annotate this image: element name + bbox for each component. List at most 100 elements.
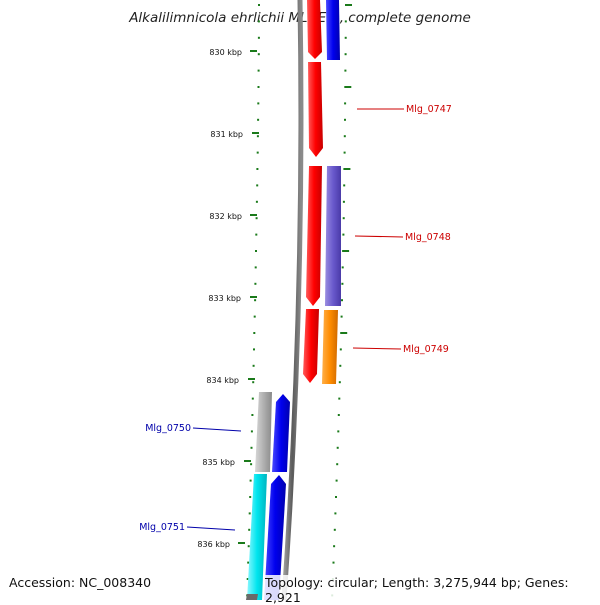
- gene-arrow: [322, 310, 338, 384]
- minor-tick: [251, 414, 254, 416]
- minor-tick: [336, 463, 339, 466]
- gene-features: [246, 0, 341, 600]
- minor-tick: [343, 151, 346, 154]
- minor-tick: [344, 53, 347, 56]
- minor-tick: [252, 364, 255, 367]
- kbp-tick-836: 836 kbp: [197, 540, 245, 549]
- minor-tick: [257, 69, 260, 72]
- minor-tick: [246, 578, 249, 580]
- gene-arrow-mlg-0749: [303, 309, 319, 383]
- minor-tick: [337, 414, 340, 416]
- gene-label[interactable]: Mlg_0751: [139, 522, 185, 533]
- minor-tick: [254, 266, 257, 269]
- gene-arrow: [325, 166, 341, 306]
- minor-tick: [339, 364, 342, 367]
- minor-tick: [335, 479, 338, 482]
- minor-tick: [255, 250, 257, 252]
- minor-tick: [254, 282, 257, 285]
- minor-tick: [256, 168, 259, 170]
- minor-tick: [250, 430, 253, 433]
- minor-tick: [338, 381, 341, 384]
- kbp-ticks: 830 kbp 831 kbp 832 kbp 833 kbp 834 kbp …: [197, 48, 259, 549]
- minor-tick: [249, 479, 252, 482]
- kbp-label: 834 kbp: [206, 376, 239, 385]
- gene-arrow-mlg-0748: [306, 166, 322, 306]
- minor-tick: [334, 512, 337, 515]
- minor-tick: [344, 86, 352, 88]
- kbp-label: 835 kbp: [202, 458, 235, 467]
- minor-tick: [345, 4, 352, 6]
- minor-tick: [250, 463, 253, 466]
- minor-tick: [333, 545, 336, 548]
- minor-tick: [343, 168, 351, 170]
- minor-tick: [344, 36, 347, 39]
- minor-tick: [333, 528, 336, 531]
- gene-arrow: [264, 475, 286, 600]
- gene-arrow: [246, 594, 258, 600]
- kbp-tick-831: 831 kbp: [210, 130, 259, 139]
- minor-tick: [253, 315, 256, 318]
- kbp-label: 832 kbp: [209, 212, 242, 221]
- minor-tick: [248, 528, 251, 531]
- minor-tick: [336, 446, 339, 449]
- minor-tick: [257, 36, 260, 39]
- minor-tick: [343, 135, 346, 138]
- gene-arrow: [326, 0, 340, 60]
- minor-tick: [247, 545, 250, 548]
- gene-arrow-mlg-0747: [308, 62, 323, 157]
- minor-tick: [257, 86, 260, 88]
- minor-tick: [256, 151, 259, 154]
- gene-label[interactable]: Mlg_0747: [406, 104, 452, 115]
- minor-tick: [342, 217, 345, 220]
- minor-tick: [341, 299, 343, 302]
- minor-tick: [340, 315, 343, 318]
- kbp-tick-835: 835 kbp: [202, 458, 251, 467]
- minor-tick: [340, 332, 348, 334]
- minor-tick: [337, 430, 340, 433]
- minor-tick: [335, 496, 337, 498]
- minor-tick: [252, 381, 255, 384]
- kbp-tick-832: 832 kbp: [209, 212, 257, 221]
- minor-tick: [257, 20, 260, 23]
- minor-tick: [253, 332, 256, 334]
- kbp-label: 831 kbp: [210, 130, 243, 139]
- minor-tick: [248, 512, 251, 515]
- minor-tick: [344, 102, 347, 105]
- minor-tick: [344, 118, 346, 121]
- minor-tick: [247, 561, 250, 564]
- gene-label[interactable]: Mlg_0749: [403, 344, 449, 355]
- minor-tick: [342, 200, 345, 203]
- gene-arrow-mlg-0751: [247, 474, 267, 600]
- gene-labels: Mlg_0747 Mlg_0748 Mlg_0749 Mlg_0750 Mlg_…: [139, 104, 452, 533]
- minor-tick: [338, 397, 341, 400]
- gene-arrow: [307, 0, 322, 59]
- minor-tick: [256, 184, 259, 187]
- minor-tick: [339, 348, 342, 351]
- minor-tick: [250, 446, 253, 449]
- minor-tick: [258, 4, 260, 6]
- minor-tick: [254, 299, 257, 302]
- minor-tick: [257, 118, 260, 121]
- minor-tick: [344, 69, 347, 72]
- kbp-tick-830: 830 kbp: [209, 48, 257, 57]
- minor-tick: [257, 53, 260, 56]
- minor-tick: [251, 397, 254, 400]
- minor-tick: [342, 250, 350, 252]
- minor-tick: [341, 266, 344, 269]
- genome-backbone: [281, 0, 304, 600]
- gene-arrow: [272, 394, 290, 472]
- minor-tick: [256, 135, 259, 138]
- gene-label[interactable]: Mlg_0748: [405, 232, 451, 243]
- minor-tick: [249, 496, 252, 498]
- gene-label[interactable]: Mlg_0750: [145, 423, 191, 434]
- minor-tick: [255, 233, 258, 236]
- minor-tick: [255, 217, 258, 220]
- minor-tick: [253, 348, 255, 351]
- kbp-tick-834: 834 kbp: [206, 376, 255, 385]
- minor-tick: [344, 20, 347, 23]
- accession-text: Accession: NC_008340: [9, 575, 152, 590]
- minor-tick: [342, 233, 345, 236]
- minor-tick: [332, 561, 335, 564]
- kbp-label: 836 kbp: [197, 540, 230, 549]
